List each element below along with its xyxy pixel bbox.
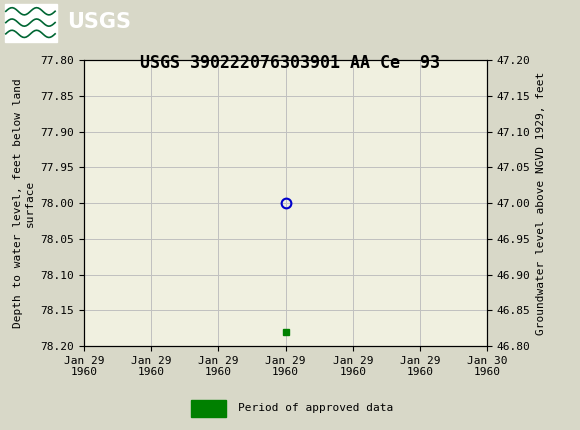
Y-axis label: Depth to water level, feet below land
surface: Depth to water level, feet below land su… (13, 78, 35, 328)
Bar (191, 400, 226, 417)
Text: USGS: USGS (67, 12, 130, 32)
Y-axis label: Groundwater level above NGVD 1929, feet: Groundwater level above NGVD 1929, feet (536, 71, 546, 335)
FancyBboxPatch shape (5, 3, 57, 42)
Text: Period of approved data: Period of approved data (238, 402, 393, 413)
Text: USGS 390222076303901 AA Ce  93: USGS 390222076303901 AA Ce 93 (140, 54, 440, 72)
